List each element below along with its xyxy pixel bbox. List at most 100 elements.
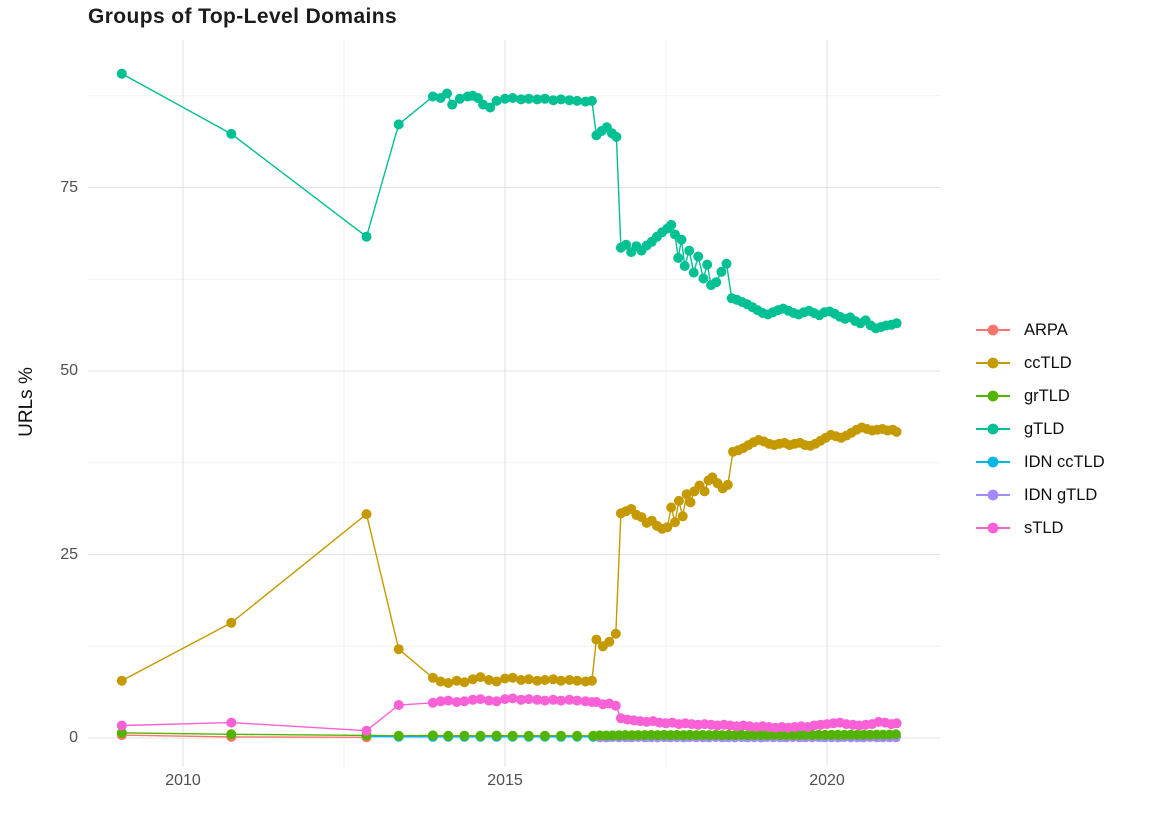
data-point (676, 234, 687, 245)
data-point (475, 672, 486, 683)
data-point (604, 636, 615, 647)
data-point (507, 693, 518, 704)
data-point (890, 729, 901, 740)
data-point (507, 93, 518, 103)
data-point (523, 674, 534, 685)
data-point (491, 676, 502, 687)
data-point (523, 93, 534, 104)
data-point (548, 694, 559, 705)
data-point (427, 91, 438, 102)
data-point (891, 718, 902, 729)
data-point (500, 694, 510, 705)
legend-key-icon (976, 357, 1010, 369)
legend-item-grTLD: grTLD (975, 384, 1105, 408)
legend-key-icon (976, 522, 1010, 534)
data-point (507, 730, 518, 741)
data-point (891, 426, 902, 437)
data-point (427, 672, 438, 683)
data-point (491, 730, 502, 741)
y-tick-label: 50 (60, 362, 78, 379)
data-point (666, 219, 677, 230)
data-point (226, 617, 237, 628)
legend-label: ARPA (1024, 320, 1068, 339)
data-point (564, 694, 575, 705)
data-point (361, 509, 372, 520)
data-point (722, 479, 733, 490)
data-point (539, 695, 550, 706)
data-point (116, 727, 127, 738)
legend: ARPA ccTLD grTLD gTLD IDN ccTLD IDN gTLD sTLD (975, 318, 1105, 549)
data-point (591, 634, 602, 645)
data-point (586, 675, 597, 686)
data-point (685, 497, 696, 508)
data-point (610, 700, 621, 711)
legend-label: gTLD (1024, 419, 1065, 438)
data-point (516, 94, 527, 105)
plot-panel (88, 40, 940, 767)
data-point (586, 95, 597, 106)
data-point (435, 676, 446, 687)
data-point (500, 93, 510, 104)
data-point (361, 231, 372, 242)
legend-item-sTLD: sTLD (975, 516, 1105, 540)
data-point (451, 697, 462, 707)
series-line-ccTLD (121, 426, 897, 684)
data-point (116, 68, 127, 79)
data-point (702, 259, 713, 270)
legend-label: grTLD (1024, 386, 1070, 405)
data-point (572, 695, 583, 706)
data-point (556, 730, 566, 741)
data-point (532, 675, 543, 686)
legend-item-IDN-gTLD: IDN gTLD (975, 483, 1105, 507)
legend-key-icon (976, 489, 1010, 501)
data-point (523, 730, 534, 741)
data-point (491, 696, 502, 707)
legend-label: IDN ccTLD (1024, 452, 1105, 471)
data-point (226, 128, 237, 139)
data-point (548, 674, 559, 685)
data-point (681, 489, 692, 500)
data-point (116, 675, 127, 686)
data-point (459, 730, 470, 741)
x-tick-label: 2015 (487, 772, 523, 789)
data-point (548, 95, 559, 106)
data-point (693, 251, 704, 262)
data-point (523, 694, 534, 705)
data-point (116, 720, 127, 731)
y-tick-label: 0 (69, 729, 78, 746)
data-point (666, 502, 677, 513)
data-point (475, 730, 486, 741)
data-point (556, 675, 566, 686)
data-point (483, 675, 494, 685)
data-point (673, 253, 684, 263)
data-point (500, 673, 510, 684)
legend-item-gTLD: gTLD (975, 417, 1105, 441)
series-points-gTLD (116, 68, 902, 334)
data-point (539, 675, 550, 685)
data-point (226, 729, 237, 740)
data-point (443, 695, 454, 706)
series-points-sTLD (116, 693, 902, 736)
data-point (393, 730, 404, 741)
x-tick-label: 2020 (809, 772, 845, 789)
series-points-grTLD (116, 727, 901, 741)
y-tick-label: 25 (60, 545, 78, 563)
legend-dot (987, 456, 999, 468)
data-point (361, 725, 372, 736)
data-point (459, 677, 470, 688)
data-point (475, 694, 486, 705)
data-point (443, 730, 454, 741)
data-point (491, 95, 502, 106)
legend-key-icon (976, 324, 1010, 336)
data-point (454, 93, 465, 104)
data-point (442, 88, 452, 99)
data-point (532, 694, 543, 705)
legend-dot (987, 357, 999, 369)
data-point (467, 674, 478, 685)
legend-label: sTLD (1024, 518, 1064, 537)
data-point (443, 678, 454, 688)
data-point (516, 675, 527, 685)
data-point (711, 277, 722, 288)
legend-label: ccTLD (1024, 353, 1072, 372)
x-tick-label: 2010 (165, 772, 201, 789)
